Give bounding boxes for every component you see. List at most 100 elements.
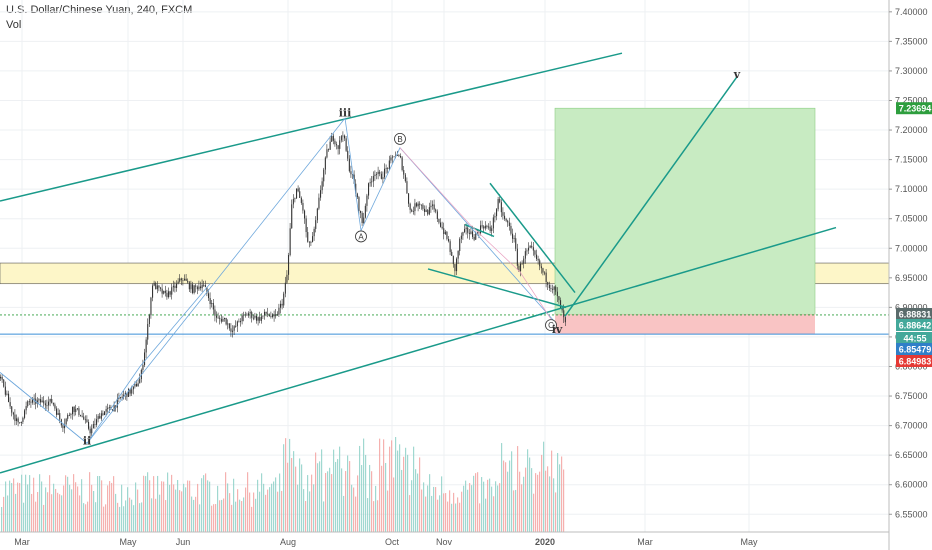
volume-bar <box>283 444 285 532</box>
candle-body <box>492 217 494 229</box>
candle-body <box>25 406 27 411</box>
volume-bar <box>307 475 309 532</box>
candle-body <box>515 238 517 249</box>
channel-lower-line <box>0 226 837 474</box>
candle-body <box>553 286 555 290</box>
candle-body <box>48 401 50 406</box>
candle-body <box>132 386 134 390</box>
candle-body <box>267 313 269 315</box>
candle-body <box>96 419 98 425</box>
candle-body <box>456 258 458 272</box>
volume-bar <box>39 474 41 532</box>
volume-bar <box>13 478 15 532</box>
candle-body <box>296 188 298 199</box>
price-tick-label: 7.10000 <box>895 184 928 194</box>
candle-body <box>484 225 486 229</box>
candle-body <box>59 413 61 420</box>
candle-body <box>560 300 562 309</box>
volume-bar <box>395 437 397 532</box>
candle-body <box>289 228 291 256</box>
candle-body <box>438 218 440 223</box>
candle-body <box>284 282 286 294</box>
candle-body <box>524 251 526 259</box>
volume-bar <box>377 500 379 532</box>
candle-body <box>235 326 237 327</box>
candle-body <box>148 315 150 325</box>
candle-body <box>163 290 165 294</box>
candle-body <box>260 316 262 321</box>
volume-label: Vol <box>6 19 22 31</box>
candle-body <box>195 285 197 287</box>
candle-body <box>243 314 245 316</box>
volume-bar <box>303 489 305 532</box>
volume-bar <box>297 484 299 532</box>
volume-bar <box>335 461 337 532</box>
candle-body <box>441 226 443 229</box>
candle-body <box>433 204 435 210</box>
price-tick-label: 7.20000 <box>895 125 928 135</box>
volume-bar <box>541 454 543 532</box>
corrective-path <box>399 147 552 320</box>
candle-body <box>337 145 339 149</box>
volume-bar <box>245 487 247 532</box>
projection-line <box>564 76 738 317</box>
volume-bar <box>213 504 215 532</box>
volume-bar <box>491 486 493 532</box>
candle-body <box>419 203 421 205</box>
time-tick-label: Aug <box>280 537 296 547</box>
wave-label: v <box>733 68 741 81</box>
volume-bar <box>193 499 195 532</box>
candle-body <box>385 167 387 169</box>
candle-body <box>465 227 467 230</box>
volume-bar <box>223 498 225 532</box>
volume-bar <box>33 477 35 532</box>
volume-bar <box>51 494 53 532</box>
volume-bar <box>525 467 527 532</box>
volume-bar <box>547 466 549 532</box>
candle-body <box>179 278 181 282</box>
volume-bar <box>81 479 83 532</box>
candle-body <box>200 286 202 289</box>
volume-bar <box>447 501 449 532</box>
price-axis-bg <box>889 0 932 550</box>
candle-body <box>520 263 522 272</box>
volume-bar <box>215 504 217 532</box>
volume-bar <box>101 480 103 532</box>
wave-label: iv <box>552 323 563 336</box>
volume-bar <box>555 492 557 532</box>
candle-body <box>457 251 459 259</box>
candle-body <box>182 280 184 281</box>
volume-bar <box>479 503 481 532</box>
volume-bar <box>429 474 431 532</box>
volume-bar <box>55 488 57 532</box>
volume-bar <box>141 502 143 532</box>
candle-body <box>241 315 243 322</box>
wave-label-circle <box>394 133 406 145</box>
candle-body <box>38 399 40 401</box>
candle-body <box>398 155 400 157</box>
candle-body <box>380 173 382 179</box>
volume-bar <box>257 479 259 532</box>
candle-body <box>86 419 88 423</box>
candle-body <box>462 232 464 236</box>
volume-bar <box>471 485 473 532</box>
candle-body <box>19 422 21 424</box>
candle-body <box>17 418 19 423</box>
candle-body <box>244 314 246 316</box>
volume-bar <box>341 468 343 532</box>
candle-body <box>414 203 416 212</box>
volume-bar <box>299 458 301 532</box>
candle-body <box>470 231 472 234</box>
candle-body <box>153 282 155 286</box>
candle-body <box>158 285 160 288</box>
candle-body <box>443 228 445 235</box>
volume-bar <box>431 495 433 532</box>
candle-body <box>174 285 176 289</box>
candle-body <box>240 321 242 323</box>
volume-bar <box>463 485 465 532</box>
candle-body <box>265 311 267 314</box>
volume-bar <box>253 492 255 532</box>
price-axis: 7.40000 7.35000 7.30000 7.25000 7.20000 7.150… <box>888 0 932 550</box>
